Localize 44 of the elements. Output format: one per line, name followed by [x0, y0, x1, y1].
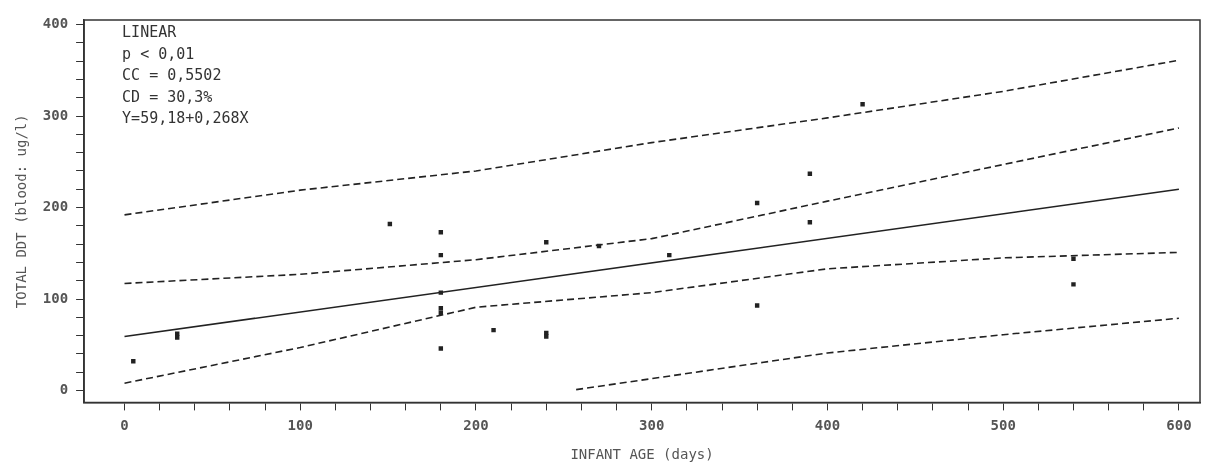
x-tick-label: 400 [814, 417, 841, 434]
y-tick-label: 300 [42, 106, 69, 123]
point [754, 200, 760, 206]
annotation: LINEAR [122, 23, 178, 42]
point [491, 327, 496, 333]
annotation: CD = 30,3% [122, 87, 213, 106]
point [438, 290, 444, 295]
y-tick-label: 400 [42, 15, 69, 32]
point [175, 331, 180, 336]
line-series [123, 251, 1180, 384]
point [438, 305, 444, 311]
point [175, 335, 180, 340]
point [131, 359, 136, 364]
y-tick-label: 100 [42, 289, 69, 306]
y-axis-title: TOTAL DDT (blood: ug/l) [13, 114, 30, 309]
point [1071, 256, 1076, 261]
point [807, 219, 813, 225]
point [438, 310, 444, 315]
annotation: CC = 0,5502 [122, 66, 222, 85]
x-tick-label: 300 [639, 417, 665, 434]
annotation: p < 0,01 [122, 44, 195, 63]
point [438, 230, 444, 235]
line-series [123, 127, 1180, 285]
point [544, 240, 549, 245]
point [1071, 282, 1076, 287]
x-tick-label: 100 [287, 417, 313, 434]
x-axis-title: INFANT AGE (days) [570, 446, 714, 463]
y-tick-label: 0 [59, 381, 69, 398]
x-tick-label: 600 [1166, 417, 1192, 434]
y-tick-label: 200 [42, 198, 69, 215]
point [438, 346, 444, 351]
point [807, 171, 813, 176]
point [438, 252, 444, 258]
point [667, 252, 672, 258]
point [387, 221, 393, 227]
annotation: Y=59,18+0,268X [122, 109, 249, 128]
point [544, 334, 549, 339]
point [860, 101, 865, 107]
line-series [575, 317, 1180, 391]
point [596, 243, 602, 249]
point [754, 303, 760, 308]
x-tick-label: 500 [990, 417, 1016, 434]
x-tick-label: 0 [120, 417, 129, 434]
x-tick-label: 200 [463, 417, 489, 434]
